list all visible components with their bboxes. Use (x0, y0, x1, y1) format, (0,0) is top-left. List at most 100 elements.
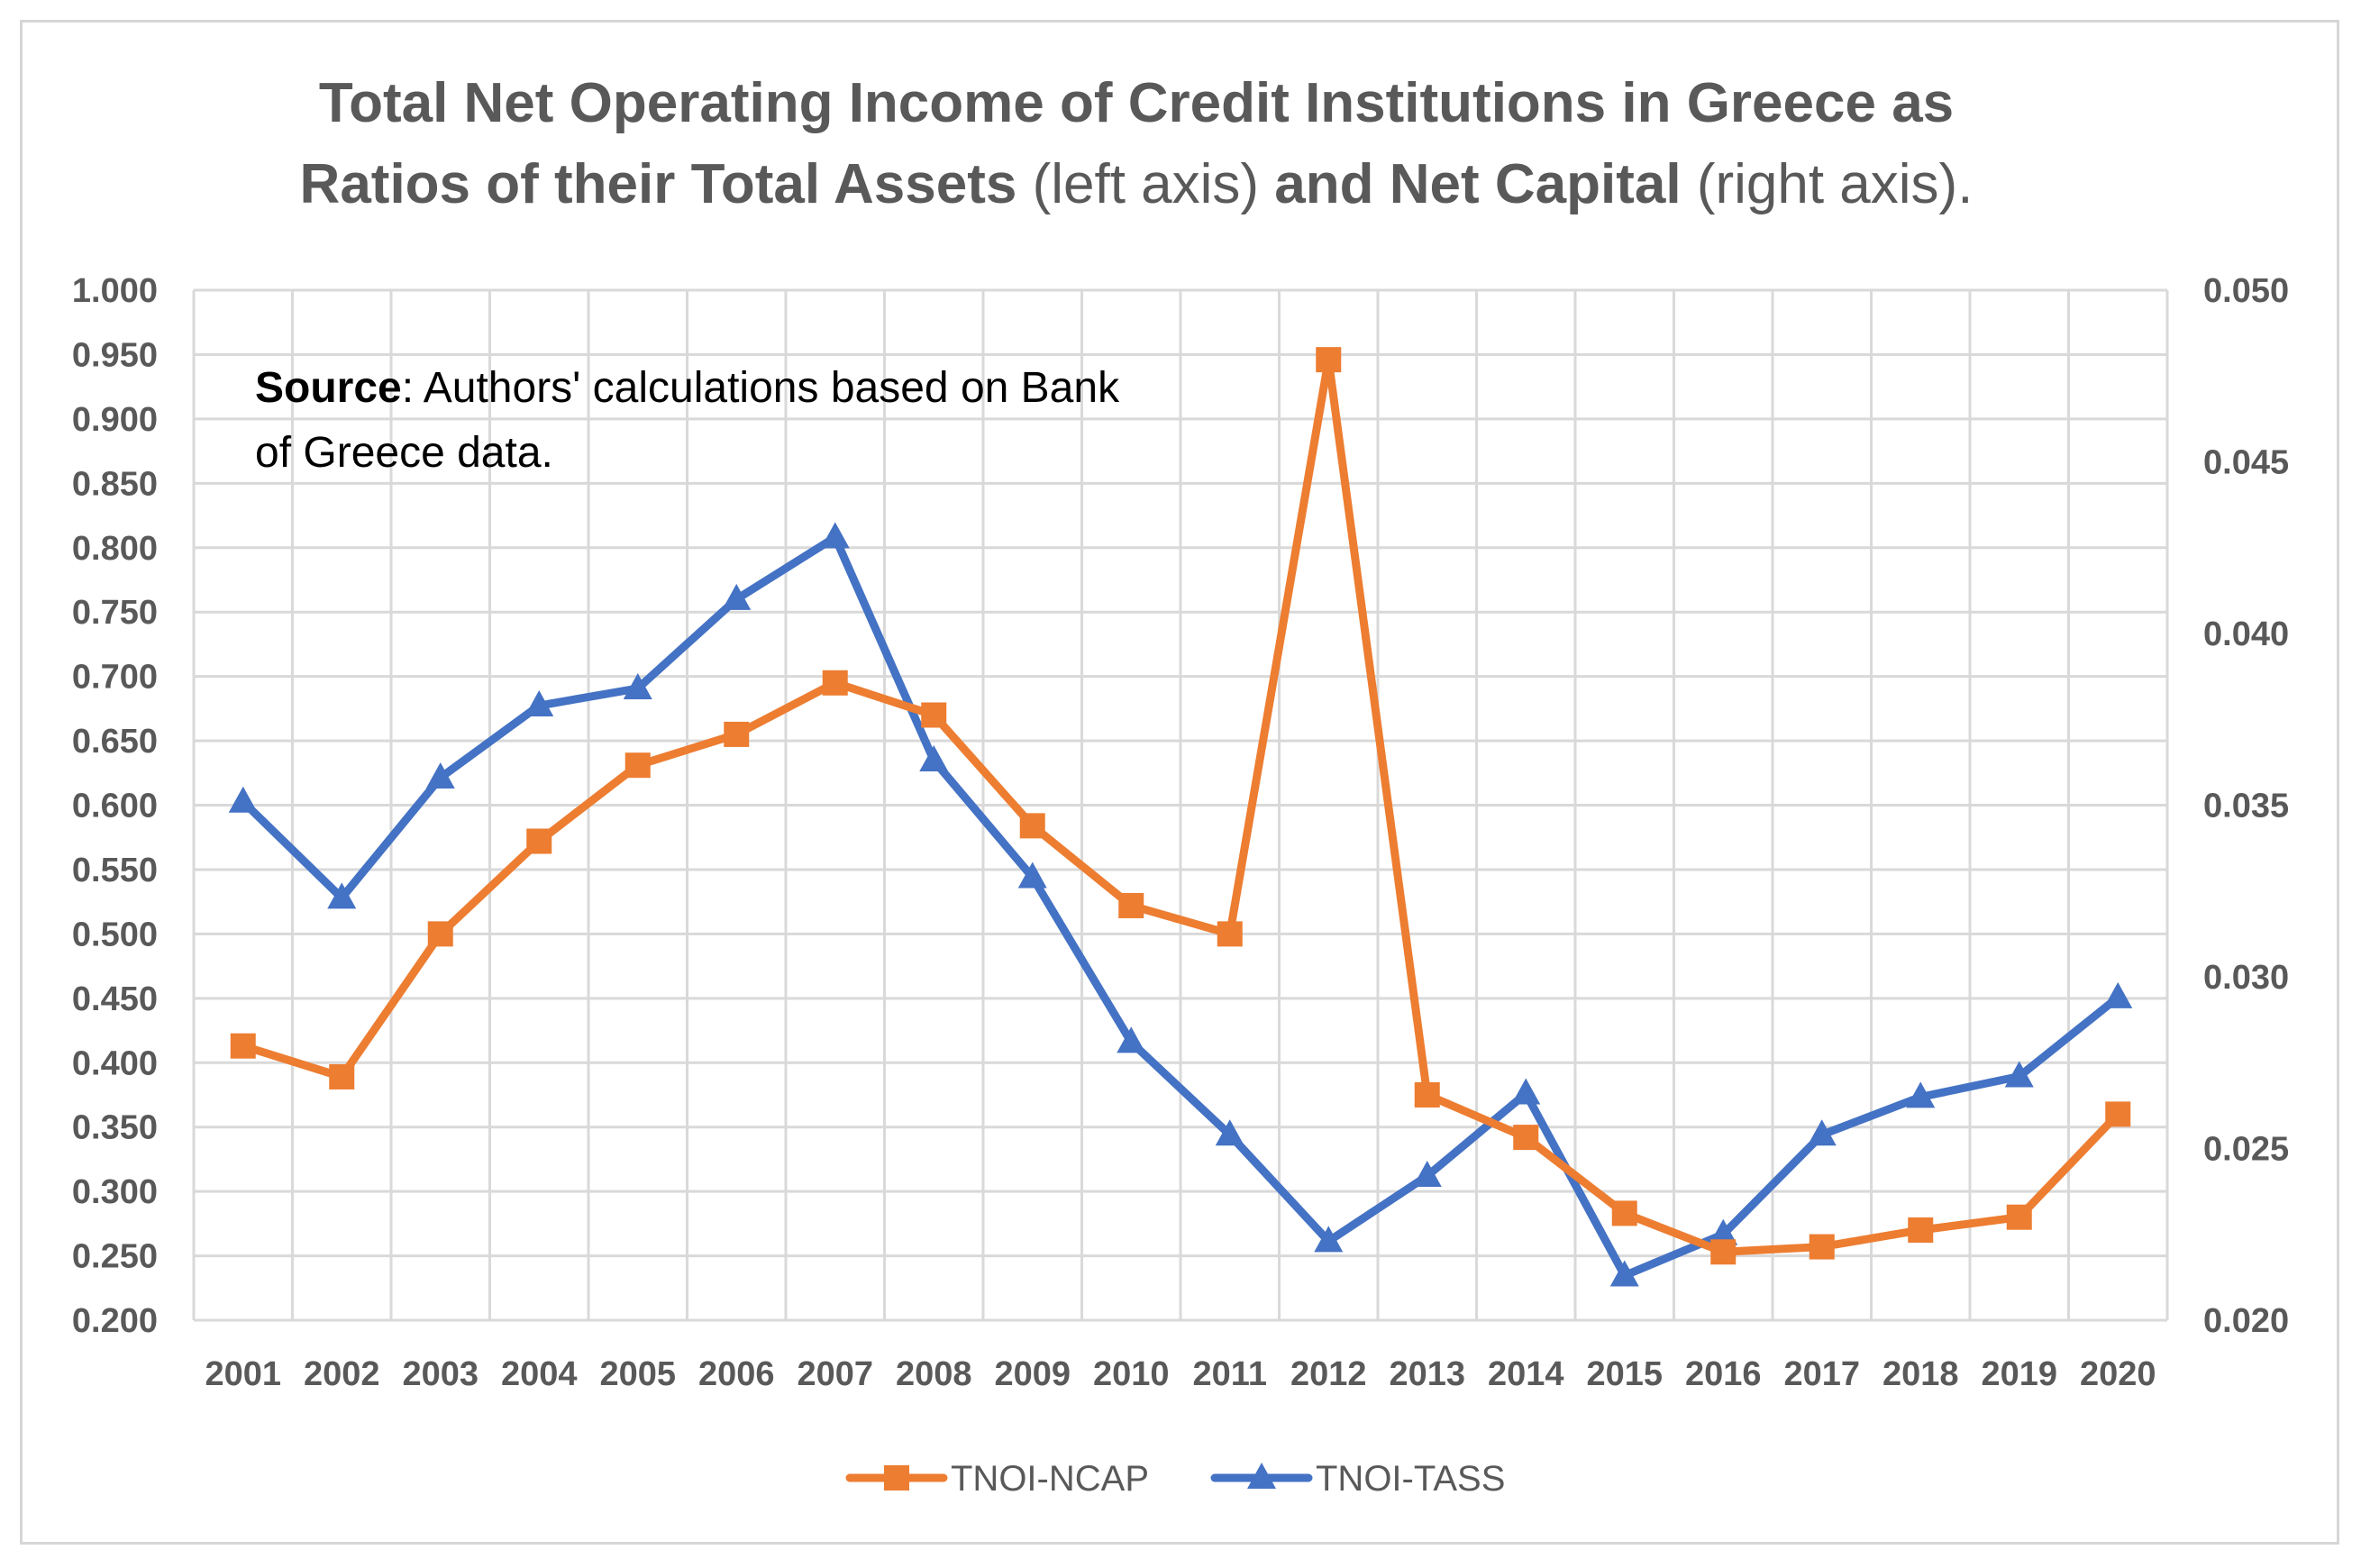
source-label: Source (255, 364, 402, 412)
right-axis-tick-label: 0.020 (2203, 1302, 2289, 1340)
x-axis-tick-label: 2006 (698, 1355, 775, 1393)
left-axis-tick-label: 1.000 (72, 272, 158, 310)
data-point-tnoi-tass (1511, 1078, 1541, 1105)
data-point-tnoi-ncap (624, 752, 651, 779)
series-line-tnoi-tass (239, 533, 2122, 1280)
x-axis-tick-label: 2013 (1389, 1355, 1465, 1393)
right-axis-tick-label: 0.050 (2203, 272, 2289, 310)
left-axis-tick-label: 0.550 (72, 852, 158, 889)
legend-item-tnoi-ncap: TNOI-NCAP (845, 1459, 1149, 1499)
x-axis-tick-label: 2009 (994, 1355, 1071, 1393)
left-axis-tick-label: 0.250 (72, 1238, 158, 1276)
data-point-tnoi-tass (1609, 1260, 1639, 1287)
x-axis-tick-label: 2010 (1093, 1355, 1170, 1393)
right-axis-tick-label: 0.030 (2203, 959, 2289, 997)
source-annotation: Source: Authors' calculations based on B… (255, 364, 1120, 477)
chart-title: Total Net Operating Income of Credit Ins… (300, 72, 1974, 215)
data-point-tnoi-ncap (1908, 1217, 1934, 1243)
left-axis-tick-label: 0.950 (72, 336, 158, 374)
series-line-tnoi-ncap (239, 355, 2122, 1256)
data-point-tnoi-tass (1017, 861, 1047, 889)
data-point-tnoi-tass (623, 672, 652, 699)
data-point-tnoi-ncap (1710, 1239, 1737, 1265)
data-point-tnoi-ncap (1414, 1081, 1440, 1108)
x-axis-tick-label: 2012 (1290, 1355, 1367, 1393)
left-axis-tick-label: 0.350 (72, 1109, 158, 1147)
x-axis-tick-label: 2001 (205, 1355, 281, 1393)
x-axis-tick-label: 2016 (1685, 1355, 1762, 1393)
left-axis-tick-label: 0.850 (72, 465, 158, 503)
data-point-tnoi-ncap (230, 1033, 256, 1059)
left-axis-tick-label: 0.500 (72, 916, 158, 953)
gridlines (192, 288, 2169, 1322)
legend-label-tnoi-ncap: TNOI-NCAP (951, 1459, 1149, 1499)
right-axis-tick-label: 0.040 (2203, 615, 2289, 653)
right-axis: 0.020 0.025 0.030 0.035 0.040 0.045 0.050 (2203, 272, 2289, 1340)
data-point-tnoi-ncap (1513, 1125, 1539, 1151)
data-point-tnoi-tass (2004, 1061, 2034, 1088)
data-point-tnoi-tass (228, 786, 258, 813)
left-axis-tick-label: 0.900 (72, 401, 158, 439)
source-annotation-line-1: Source: Authors' calculations based on B… (255, 364, 1120, 412)
left-axis-tick-label: 0.800 (72, 530, 158, 568)
data-point-tnoi-tass (2103, 981, 2133, 1008)
left-axis-tick-label: 0.300 (72, 1173, 158, 1211)
data-point-tnoi-ncap (1118, 892, 1144, 918)
x-axis-tick-label: 2004 (501, 1355, 578, 1393)
x-axis-tick-label: 2020 (2080, 1355, 2156, 1393)
line-chart: Total Net Operating Income of Credit Ins… (72, 72, 2289, 1499)
right-axis-tick-label: 0.025 (2203, 1131, 2289, 1169)
left-axis-tick-label: 0.400 (72, 1044, 158, 1082)
title-part-net-capital: and Net Capital (1274, 153, 1681, 215)
title-part-left-axis: (left axis) (1016, 153, 1274, 215)
left-axis-tick-label: 0.750 (72, 594, 158, 632)
legend-label-tnoi-tass: TNOI-TASS (1316, 1459, 1505, 1499)
data-point-tnoi-tass (820, 522, 850, 549)
legend-marker-square (884, 1465, 909, 1491)
data-point-tnoi-ncap (1217, 921, 1243, 947)
title-part-total-assets: Ratios of their Total Assets (300, 153, 1017, 215)
legend-item-tnoi-tass: TNOI-TASS (1210, 1459, 1505, 1499)
x-axis-tick-label: 2003 (402, 1355, 479, 1393)
data-point-tnoi-ncap (2006, 1204, 2032, 1230)
x-axis-tick-label: 2017 (1783, 1355, 1860, 1393)
data-point-tnoi-tass (1314, 1226, 1344, 1253)
data-point-tnoi-tass (327, 882, 357, 909)
x-axis-tick-label: 2014 (1488, 1355, 1564, 1393)
chart-frame: Total Net Operating Income of Credit Ins… (20, 20, 2339, 1545)
x-axis: 2001 2002 2003 2004 2005 2006 2007 2008 2009 2010… (205, 1355, 2156, 1393)
x-axis-tick-label: 2018 (1882, 1355, 1959, 1393)
data-point-tnoi-tass (1709, 1218, 1738, 1245)
chart-title-line-1: Total Net Operating Income of Credit Ins… (319, 72, 1954, 134)
left-axis-tick-label: 0.650 (72, 723, 158, 761)
data-point-tnoi-ncap (427, 921, 453, 947)
data-point-tnoi-ncap (1316, 347, 1342, 373)
legend: TNOI-NCAP TNOI-TASS (845, 1459, 1505, 1499)
x-axis-tick-label: 2002 (304, 1355, 380, 1393)
data-point-tnoi-ncap (329, 1063, 355, 1089)
data-point-tnoi-tass (722, 583, 752, 610)
title-part-right-axis: (right axis). (1682, 153, 1974, 215)
data-point-tnoi-tass (1117, 1026, 1146, 1053)
x-axis-tick-label: 2008 (896, 1355, 972, 1393)
right-axis-tick-label: 0.035 (2203, 788, 2289, 825)
data-point-tnoi-ncap (1019, 813, 1045, 839)
data-point-tnoi-ncap (822, 670, 848, 696)
x-axis-tick-label: 2019 (1981, 1355, 2057, 1393)
x-axis-tick-label: 2015 (1586, 1355, 1663, 1393)
right-axis-tick-label: 0.045 (2203, 444, 2289, 482)
left-axis-tick-label: 0.700 (72, 659, 158, 697)
x-axis-tick-label: 2007 (797, 1355, 873, 1393)
data-point-tnoi-ncap (1809, 1234, 1835, 1260)
left-axis-tick-label: 0.450 (72, 980, 158, 1018)
series-tnoi-ncap (230, 347, 2131, 1265)
series-tnoi-tass (228, 522, 2133, 1287)
data-point-tnoi-tass (1807, 1119, 1837, 1146)
legend-marker-triangle (1247, 1463, 1276, 1489)
series-layer (228, 347, 2133, 1287)
left-axis-tick-label: 0.600 (72, 788, 158, 825)
data-point-tnoi-tass (1215, 1119, 1244, 1146)
left-axis-tick-label: 0.200 (72, 1302, 158, 1340)
data-point-tnoi-tass (524, 690, 554, 717)
data-point-tnoi-tass (425, 762, 455, 789)
